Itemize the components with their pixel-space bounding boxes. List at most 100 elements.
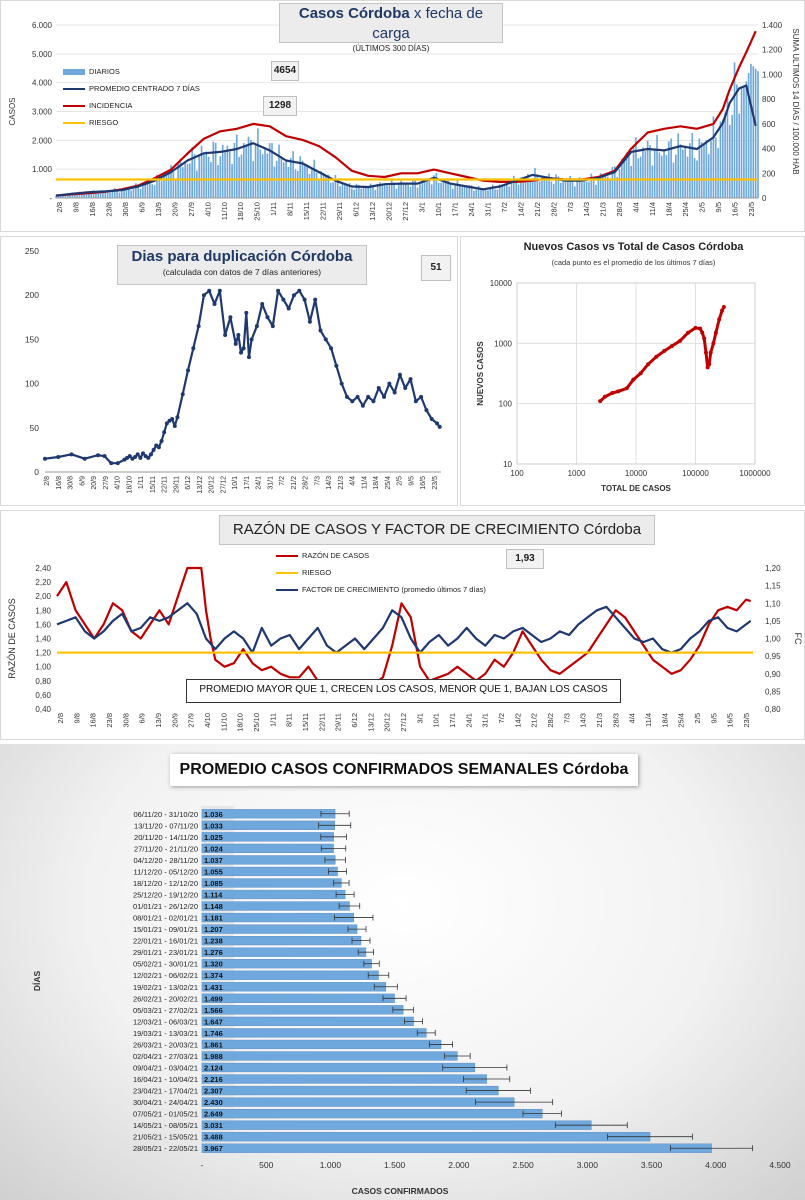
x-tick-label: 8/11: [285, 713, 294, 727]
daily-bar: [736, 84, 738, 198]
x-tick-label: 6/12: [185, 476, 192, 490]
incidencia-line: [55, 30, 757, 197]
daily-bar: [193, 154, 196, 198]
daily-bar: [362, 187, 365, 198]
x-tick-label: 27/12: [220, 476, 227, 494]
doubling-point: [413, 399, 418, 404]
x-tick-label: 4.000: [705, 1160, 727, 1170]
doubling-point: [56, 454, 61, 459]
daily-bar: [581, 182, 583, 198]
x-tick-label: 500: [259, 1160, 273, 1170]
x-tick-label: 4/10: [203, 202, 212, 217]
daily-bar: [557, 176, 560, 198]
y2-tick-label: 0,90: [765, 670, 781, 679]
doubling-point: [170, 416, 175, 421]
daily-bar: [750, 63, 752, 199]
daily-bar: [322, 172, 325, 198]
daily-bar: [132, 189, 135, 198]
daily-bar: [714, 137, 717, 198]
daily-bar: [88, 193, 90, 198]
doubling-point: [291, 293, 296, 298]
bar-value-label: 1.181: [204, 914, 223, 923]
daily-bar: [721, 119, 724, 198]
ratio-chart-title-box: RAZÓN DE CASOS Y FACTOR DE CRECIMIENTO C…: [219, 515, 655, 545]
daily-bar: [717, 147, 719, 198]
daily-bar: [743, 87, 745, 198]
daily-bar: [172, 172, 175, 198]
y-tick-label: 0,40: [35, 705, 51, 714]
y-tick-label: 1,40: [35, 635, 51, 644]
daily-bar: [616, 176, 618, 198]
daily-bar: [318, 179, 320, 198]
y-tick-label: 6.000: [32, 21, 53, 30]
x-tick-label: 9/5: [714, 202, 723, 212]
x-tick-label: 20/9: [170, 713, 179, 728]
x-tick-label: 31/1: [483, 202, 492, 217]
daily-value-box: 4654: [271, 61, 299, 81]
daily-bar: [238, 156, 240, 198]
x-tick-label: 10000: [625, 469, 648, 478]
daily-bar: [733, 62, 736, 199]
weekly-bar: [201, 993, 395, 1003]
daily-bar: [97, 193, 100, 198]
category-label: 04/12/20 - 28/11/20: [134, 856, 199, 865]
x-tick-label: 2/8: [55, 202, 64, 212]
daily-bar: [578, 177, 581, 198]
doubling-point: [329, 346, 334, 351]
daily-bar: [567, 181, 569, 198]
daily-bar: [548, 173, 550, 198]
daily-bar: [81, 192, 83, 198]
daily-bar: [597, 177, 600, 198]
daily-bar: [353, 189, 355, 198]
daily-bar: [85, 192, 88, 198]
y-tick-label: 2,20: [35, 578, 51, 587]
daily-bar: [233, 142, 236, 198]
daily-bar: [686, 156, 689, 198]
category-label: 07/05/21 - 01/05/21: [133, 1110, 198, 1119]
weekly-bar: [201, 1062, 476, 1073]
daily-bar: [135, 183, 137, 198]
daily-bar: [667, 141, 670, 198]
daily-bar: [231, 163, 233, 198]
doubling-point: [371, 399, 376, 404]
daily-bar: [498, 184, 501, 198]
doubling-chart-subtitle: (calculada con datos de 7 días anteriore…: [162, 267, 322, 277]
daily-bar: [494, 189, 496, 198]
doubling-value-box: 51: [421, 255, 451, 281]
new-vs-total-subtitle: (cada punto es el promedio de los último…: [551, 258, 716, 267]
y-tick-label: 1,60: [35, 620, 51, 629]
doubling-point: [236, 332, 241, 337]
scatter-point: [631, 377, 636, 382]
daily-bar: [315, 172, 318, 198]
legend-swatch-riesgo: [63, 121, 85, 124]
daily-bar: [423, 181, 426, 198]
daily-bar: [125, 188, 128, 198]
daily-bar: [414, 180, 417, 198]
daily-bar: [585, 181, 588, 198]
x-tick-label: 13/9: [154, 202, 163, 217]
daily-bar: [358, 184, 360, 198]
y2-tick-label: 600: [762, 120, 776, 129]
x-tick-label: 16/5: [420, 476, 427, 490]
category-label: 22/01/21 - 16/01/21: [133, 937, 198, 946]
daily-bar: [165, 175, 168, 198]
daily-bar: [484, 188, 487, 198]
y-tick-label: 1.000: [32, 165, 53, 174]
daily-bar: [501, 184, 503, 198]
x-tick-label: 17/1: [244, 476, 251, 490]
ratio-chart: 0,40 0,60 0,80 1,00 1,20 1,40 1,60 1,80 2,00 2,20…: [7, 564, 803, 732]
daily-bar: [250, 140, 252, 198]
plot-frame: [516, 282, 756, 465]
x-tick-label: 1/11: [138, 476, 145, 489]
daily-bar: [543, 176, 546, 198]
y-tick-label: 4.000: [32, 79, 53, 88]
x-tick-label: 3/1: [417, 202, 426, 212]
daily-bar: [606, 176, 609, 198]
x-tick-label: 10/1: [434, 202, 443, 217]
x-tick-label: 27/9: [103, 476, 110, 490]
daily-bar: [524, 176, 527, 198]
scatter-point: [720, 308, 725, 313]
x-tick-label: 21/2: [530, 713, 539, 728]
daily-bar: [130, 190, 132, 198]
x-tick-label: 1000000: [739, 469, 771, 478]
